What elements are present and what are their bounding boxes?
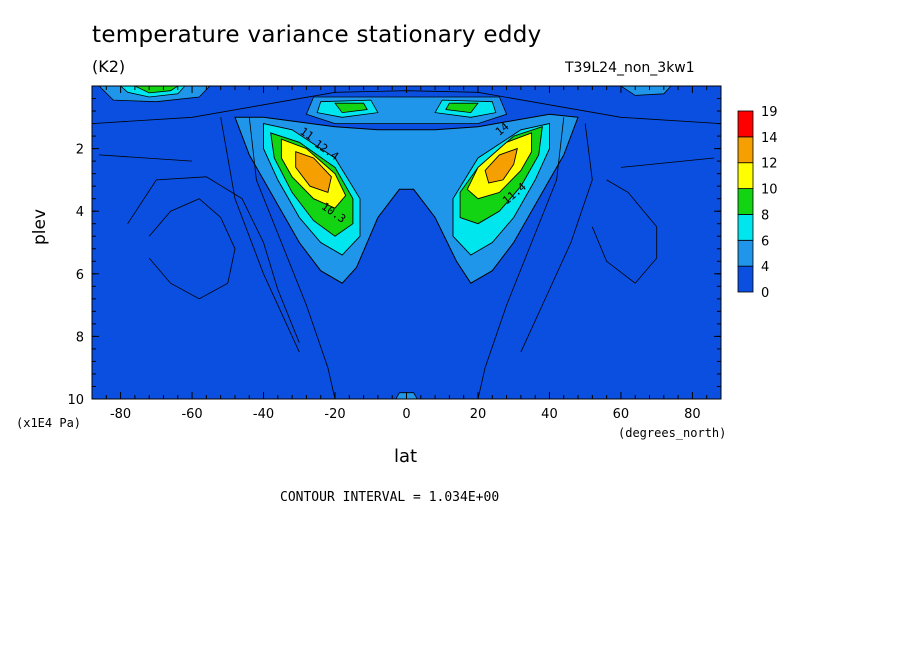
colorbar-swatch-2 — [737, 214, 754, 241]
colorbar-swatch-3 — [737, 188, 754, 215]
chart-units: (K2) — [92, 57, 126, 76]
x-axis-units: (degrees_north) — [618, 426, 727, 440]
contour-line-3 — [127, 176, 300, 343]
x-tick-label-60: 60 — [613, 407, 630, 422]
run-label: T39L24_non_3kw1 — [565, 60, 695, 76]
x-tick-label--60: -60 — [181, 407, 202, 422]
colorbar-label-10: 10 — [761, 183, 778, 198]
upper-sh-lobe-level-8-10 — [334, 102, 368, 114]
colorbar-label-12: 12 — [761, 157, 778, 172]
nh-polar-level-4-6 — [620, 86, 672, 96]
y-tick-label-10: 10 — [67, 393, 84, 408]
colorbar-swatch-5 — [737, 136, 754, 164]
x-tick-label--20: -20 — [324, 407, 345, 422]
contour-line-5 — [477, 117, 565, 399]
contour-line-10 — [620, 157, 714, 168]
x-tick-label-0: 0 — [402, 407, 410, 422]
y-tick-label-6: 6 — [76, 268, 84, 283]
contour-label-2: 11 — [298, 125, 316, 143]
contour-line-6 — [220, 117, 300, 353]
chart-title: temperature variance stationary eddy — [92, 22, 542, 48]
upper-nh-lobe-level-8-10 — [445, 102, 479, 114]
y-tick-label-8: 8 — [76, 330, 84, 345]
y-tick-label-2: 2 — [76, 143, 84, 158]
contour-line-2 — [148, 198, 236, 300]
x-tick-label--40: -40 — [253, 407, 274, 422]
colorbar-swatch-4 — [737, 162, 754, 189]
colorbar-label-8: 8 — [761, 208, 769, 223]
colorbar: 0 4 6 8 10 12 14 19 — [737, 105, 778, 301]
sh-polar-level-8-10 — [134, 86, 179, 94]
sh-core-level-12-14 — [295, 151, 332, 193]
nh-core-level-12-14 — [484, 147, 518, 184]
colorbar-label-19: 19 — [761, 105, 778, 120]
contour-line-7 — [591, 179, 658, 284]
axes: -80 -60 -40 -20 0 20 40 60 80 2 4 6 8 10 — [67, 86, 722, 422]
colorbar-label-6: 6 — [761, 234, 769, 249]
contour-interval: CONTOUR INTERVAL = 1.034E+00 — [280, 490, 500, 505]
y-axis-units: (x1E4 Pa) — [16, 416, 82, 430]
x-tick-label--80: -80 — [110, 407, 131, 422]
colorbar-label-4: 4 — [761, 260, 769, 275]
colorbar-label-0: 0 — [761, 286, 769, 301]
colorbar-swatch-0 — [737, 265, 754, 293]
y-tick-label-4: 4 — [76, 205, 84, 220]
x-tick-label-40: 40 — [541, 407, 558, 422]
contour-line-9 — [99, 154, 193, 162]
contour-field — [92, 86, 721, 399]
x-tick-label-80: 80 — [684, 407, 701, 422]
x-tick-label-20: 20 — [470, 407, 487, 422]
colorbar-label-14: 14 — [761, 131, 778, 146]
x-axis-label: lat — [394, 446, 418, 467]
colorbar-swatch-6 — [737, 110, 754, 138]
contour-line-4 — [248, 117, 336, 399]
colorbar-swatch-1 — [737, 239, 754, 267]
contour-line-8 — [520, 123, 593, 353]
